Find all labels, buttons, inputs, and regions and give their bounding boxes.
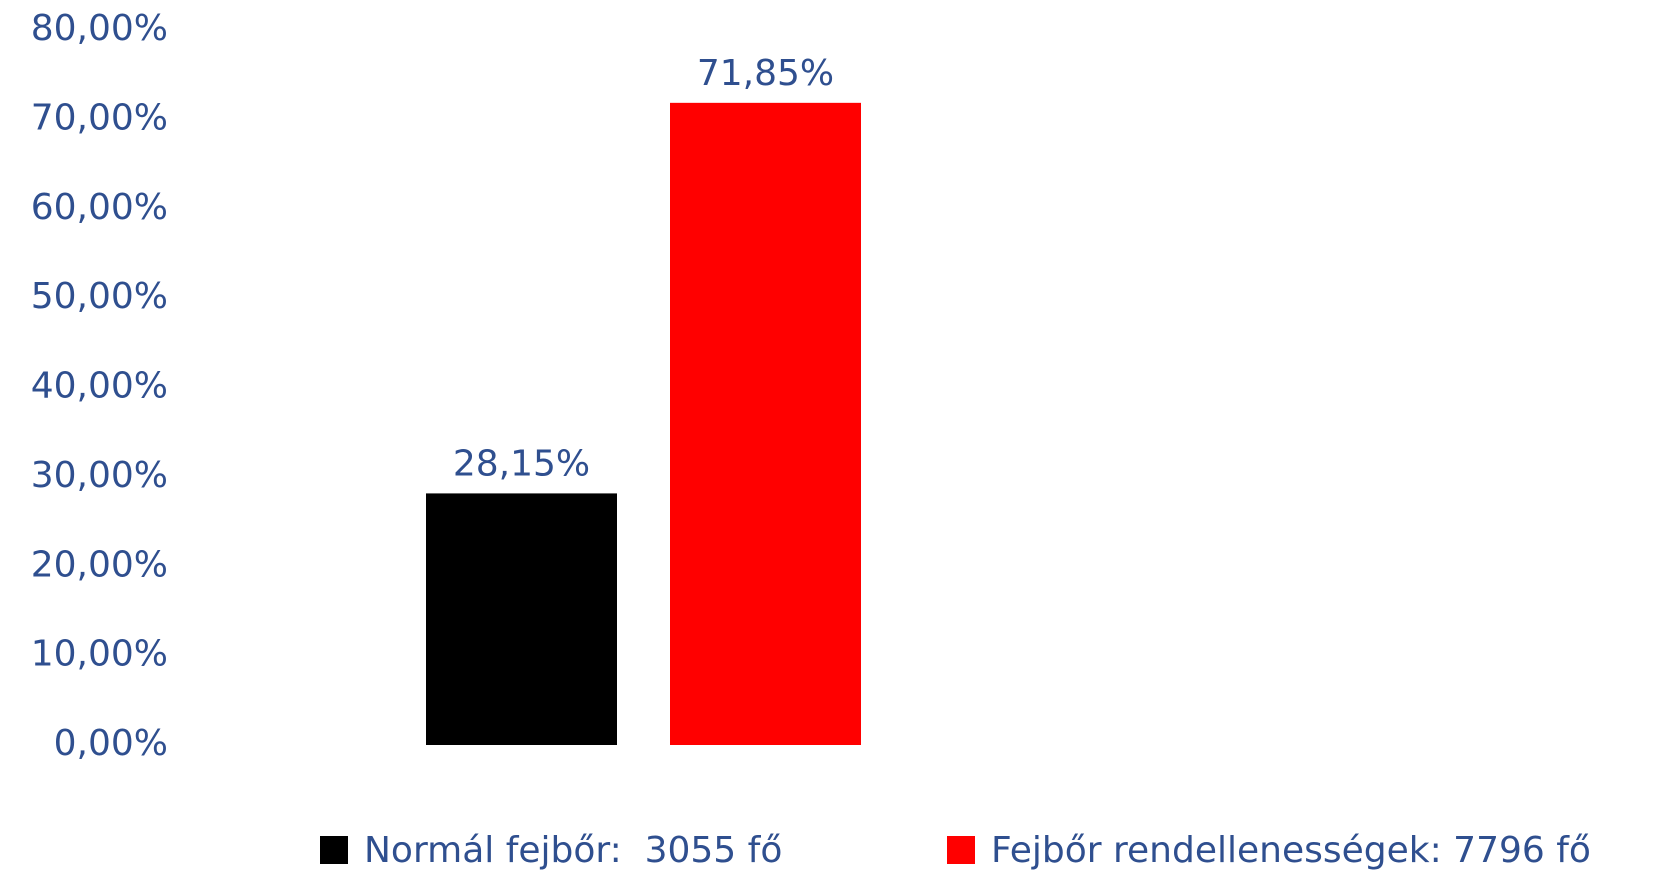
bar	[426, 493, 617, 745]
data-label: 71,85%	[697, 53, 834, 94]
legend-swatch	[320, 836, 348, 864]
y-tick-label: 60,00%	[31, 187, 168, 228]
y-tick-label: 30,00%	[31, 455, 168, 496]
y-tick-label: 80,00%	[31, 8, 168, 49]
y-tick-label: 40,00%	[31, 366, 168, 407]
legend-swatch	[947, 836, 975, 864]
data-label: 28,15%	[453, 443, 590, 484]
bar	[670, 102, 861, 745]
legend-label: Fejbőr rendellenességek: 7796 fő	[991, 830, 1591, 871]
y-tick-label: 0,00%	[54, 723, 168, 764]
y-tick-label: 70,00%	[31, 97, 168, 138]
y-tick-label: 50,00%	[31, 276, 168, 317]
y-tick-label: 10,00%	[31, 634, 168, 675]
y-tick-label: 20,00%	[31, 544, 168, 585]
legend-label: Normál fejbőr: 3055 fő	[364, 830, 782, 871]
